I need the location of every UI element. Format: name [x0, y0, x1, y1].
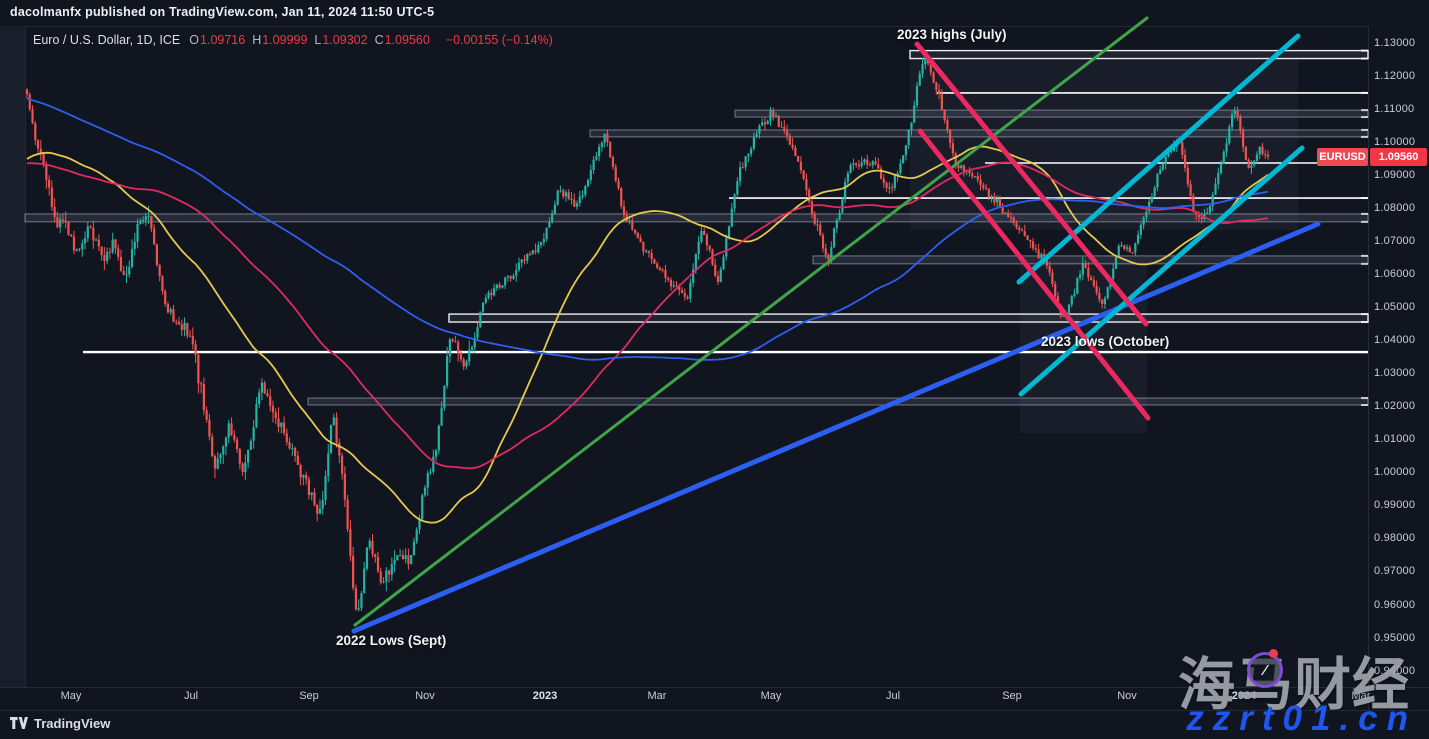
- trendline-green[interactable]: [353, 16, 1149, 627]
- trendline-blue-2022-support[interactable]: [351, 221, 1321, 634]
- watermark-logo-icon: ⁄: [1247, 652, 1283, 688]
- price-tick: 1.02000: [1374, 400, 1416, 413]
- price-tick: 0.95000: [1374, 631, 1416, 644]
- price-tick: 0.96000: [1374, 598, 1416, 611]
- ohlc-values: O1.09716 H1.09999 L1.09302 C1.09560: [189, 33, 437, 47]
- watermark-url: zzrt01.cn: [1186, 699, 1417, 738]
- price-tick: 1.10000: [1374, 135, 1416, 148]
- legend-l-value: L1.09302: [314, 33, 368, 47]
- time-tick: Sep: [299, 690, 319, 702]
- time-tick: Jul: [885, 690, 901, 702]
- channel-cyan-upper[interactable]: [1016, 33, 1301, 285]
- time-tick: May: [760, 690, 782, 702]
- annotation-2023-lows: 2023 lows (October): [1041, 334, 1170, 349]
- october-lows-zone[interactable]: [1020, 262, 1147, 433]
- annotation-2023-highs: 2023 highs (July): [897, 27, 1007, 42]
- support-resistance-zone[interactable]: [909, 49, 1369, 60]
- time-tick: Nov: [415, 690, 435, 702]
- time-tick: May: [60, 690, 82, 702]
- price-tick: 0.98000: [1374, 532, 1416, 545]
- time-tick: Nov: [1117, 690, 1137, 702]
- watermark-logo-dot-icon: [1269, 649, 1278, 658]
- footer-separator: [0, 710, 1429, 711]
- chart-legend[interactable]: Euro / U.S. Dollar, 1D, ICE O1.09716 H1.0…: [33, 33, 553, 47]
- pane-top-border: [25, 26, 1368, 27]
- price-tick: 1.12000: [1374, 69, 1416, 82]
- tradingview-footer[interactable]: TradingView: [10, 716, 110, 731]
- price-tick: 0.99000: [1374, 499, 1416, 512]
- channel-cyan-lower[interactable]: [1018, 145, 1305, 397]
- publish-header: dacolmanfx published on TradingView.com,…: [10, 5, 435, 19]
- support-resistance-zone[interactable]: [589, 129, 1369, 138]
- time-tick: Sep: [1002, 690, 1022, 702]
- sma-slow[interactable]: [26, 97, 1269, 361]
- candlesticks: [25, 51, 1270, 612]
- symbol-title[interactable]: Euro / U.S. Dollar, 1D, ICE: [33, 33, 181, 47]
- last-price-badge: 1.09560: [1370, 148, 1427, 166]
- price-tick: 1.01000: [1374, 433, 1416, 446]
- time-tick: Mar: [647, 690, 667, 702]
- legend-o-value: O1.09716: [189, 33, 246, 47]
- axis-separator-horizontal: [0, 687, 1429, 688]
- support-resistance-zone[interactable]: [448, 313, 1369, 323]
- price-tick: 1.08000: [1374, 201, 1416, 214]
- time-tick: Mar: [1351, 690, 1371, 702]
- watermark-cjk: 海马财经: [1178, 652, 1410, 718]
- price-tick: 1.03000: [1374, 367, 1416, 380]
- tradingview-logo-icon: [10, 717, 28, 729]
- channel-pink-lower[interactable]: [917, 128, 1151, 421]
- change-value: −0.00155 (−0.14%): [445, 33, 553, 47]
- time-tick: Jul: [183, 690, 199, 702]
- price-tick: 1.04000: [1374, 334, 1416, 347]
- price-tick: 1.11000: [1374, 102, 1415, 115]
- legend-h-value: H1.09999: [252, 33, 308, 47]
- legend-c-value: C1.09560: [374, 33, 430, 47]
- price-tick: 1.06000: [1374, 267, 1416, 280]
- price-tick: 0.94000: [1374, 664, 1416, 677]
- price-tick: 1.07000: [1374, 234, 1416, 247]
- support-resistance-zone[interactable]: [24, 213, 1369, 223]
- symbol-badge: EURUSD: [1317, 148, 1368, 166]
- axis-separator-vertical: [1368, 26, 1369, 710]
- left-gutter: [0, 26, 26, 687]
- price-tick: 1.05000: [1374, 300, 1416, 313]
- support-resistance-zone[interactable]: [307, 397, 1369, 406]
- price-tick: 1.00000: [1374, 466, 1416, 479]
- sma-mid[interactable]: [26, 161, 1269, 470]
- support-resistance-zone[interactable]: [734, 109, 1369, 118]
- time-tick: 2024: [1231, 690, 1257, 702]
- sma-fast[interactable]: [26, 145, 1269, 524]
- tradingview-brand-text: TradingView: [34, 716, 111, 731]
- time-tick: 2023: [532, 690, 558, 702]
- annotation-2022-lows: 2022 Lows (Sept): [336, 633, 447, 648]
- price-tick: 1.13000: [1374, 36, 1416, 49]
- channel-pink-upper[interactable]: [914, 41, 1149, 327]
- price-tick: 0.97000: [1374, 565, 1416, 578]
- price-tick: 1.09000: [1374, 168, 1416, 181]
